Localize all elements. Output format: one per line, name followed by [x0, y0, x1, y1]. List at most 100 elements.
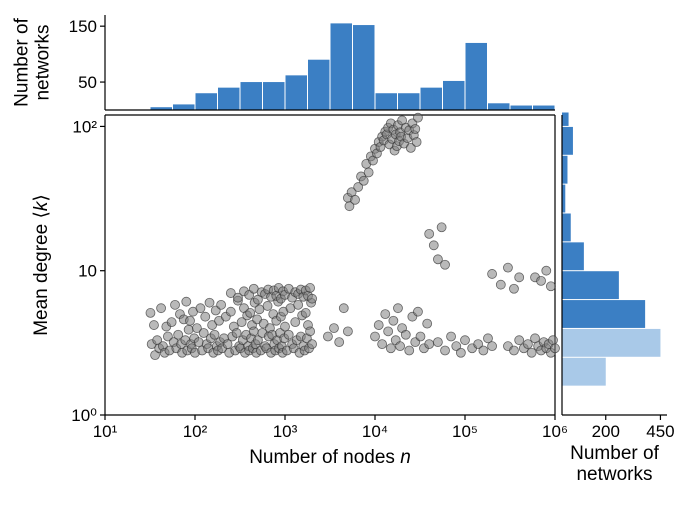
- right-hist-bar: [562, 112, 569, 125]
- scatter-point: [149, 321, 158, 330]
- scatter-point: [437, 223, 446, 232]
- scatter-point: [423, 319, 432, 328]
- scatter-point: [396, 342, 405, 351]
- top-hist-bar: [511, 106, 533, 110]
- scatter-point: [246, 308, 255, 317]
- scatter-point: [201, 312, 210, 321]
- top-hist-ylabel: Number ofnetworks: [12, 17, 54, 106]
- right-hist-bar: [562, 213, 571, 241]
- scatter-point: [339, 304, 348, 313]
- scatter-point: [359, 176, 368, 185]
- scatter-point: [291, 318, 300, 327]
- scatter-point: [433, 338, 442, 347]
- top-hist-bar: [196, 93, 218, 110]
- scatter-point: [301, 308, 310, 317]
- scatter-point: [416, 332, 425, 341]
- top-hist-bar: [533, 106, 555, 110]
- scatter-point: [405, 346, 414, 355]
- scatter-point: [509, 346, 518, 355]
- scatter-plot: 10¹10²10³10⁴10⁵10⁶10⁰1010²Number of node…: [31, 113, 568, 468]
- scatter-point: [306, 283, 315, 292]
- scatter-point: [343, 327, 352, 336]
- scatter-point: [386, 344, 395, 353]
- scatter-point: [232, 329, 241, 338]
- right-hist-bar: [562, 242, 584, 270]
- top-hist-bar: [443, 81, 465, 110]
- scatter-point: [542, 266, 551, 275]
- right-hist-bar: [562, 271, 619, 299]
- scatter-point: [546, 282, 555, 291]
- top-hist-bar: [286, 75, 308, 110]
- right-hist-bar: [562, 300, 645, 328]
- scatter-point: [509, 284, 518, 293]
- scatter-point: [429, 241, 438, 250]
- right-hist-xtick: 200: [592, 422, 620, 441]
- scatter-point: [351, 195, 360, 204]
- scatter-point: [194, 338, 203, 347]
- scatter-point: [374, 321, 383, 330]
- scatter-point: [249, 327, 258, 336]
- right-hist-bar: [562, 127, 573, 155]
- scatter-point: [411, 124, 420, 133]
- scatter-ytick: 10: [78, 262, 97, 281]
- top-hist-bar: [218, 88, 240, 110]
- scatter-point: [226, 307, 235, 316]
- scatter-point: [551, 344, 560, 353]
- scatter-point: [488, 269, 497, 278]
- top-hist-bar: [241, 82, 263, 110]
- right-hist-bar: [562, 329, 660, 357]
- scatter-point: [186, 316, 195, 325]
- scatter-point: [488, 342, 497, 351]
- scatter-point: [364, 168, 373, 177]
- scatter-point: [384, 327, 393, 336]
- right-hist-xlabel: Number ofnetworks: [570, 443, 659, 485]
- scatter-point: [182, 297, 191, 306]
- scatter-point: [335, 338, 344, 347]
- scatter-point: [479, 346, 488, 355]
- scatter-point: [281, 322, 290, 331]
- scatter-point: [456, 348, 465, 357]
- scatter-point: [496, 280, 505, 289]
- scatter-ytick: 10⁰: [71, 406, 97, 425]
- figure-container: 50150Number ofnetworks10¹10²10³10⁴10⁵10⁶…: [0, 0, 685, 511]
- top-hist-bar: [488, 103, 510, 110]
- scatter-point: [308, 294, 317, 303]
- top-hist-bar: [353, 25, 375, 110]
- scatter-point: [441, 346, 450, 355]
- right-hist-xtick: 450: [646, 422, 674, 441]
- scatter-point: [255, 305, 264, 314]
- chart-svg: 50150Number ofnetworks10¹10²10³10⁴10⁵10⁶…: [0, 0, 685, 511]
- scatter-point: [425, 229, 434, 238]
- scatter-ytick: 10²: [72, 117, 97, 136]
- top-histogram: 50150Number ofnetworks: [12, 15, 556, 110]
- scatter-point: [537, 276, 546, 285]
- top-hist-bar: [308, 60, 330, 110]
- top-hist-bar: [173, 104, 195, 110]
- scatter-point: [413, 113, 422, 122]
- right-hist-bar: [562, 156, 567, 184]
- scatter-point: [371, 332, 380, 341]
- scatter-xtick: 10⁴: [362, 422, 388, 441]
- scatter-point: [441, 260, 450, 269]
- scatter-point: [308, 340, 317, 349]
- scatter-point: [329, 324, 338, 333]
- scatter-point: [171, 300, 180, 309]
- scatter-xlabel: Number of nodes n: [249, 447, 411, 468]
- scatter-ylabel: Mean degree ⟨k⟩: [31, 194, 52, 336]
- scatter-point: [294, 300, 303, 309]
- scatter-point: [284, 330, 293, 339]
- scatter-point: [447, 332, 456, 341]
- right-hist-bar: [562, 358, 606, 386]
- scatter-point: [184, 325, 193, 334]
- scatter-point: [515, 336, 524, 345]
- scatter-point: [548, 336, 557, 345]
- scatter-point: [381, 310, 390, 319]
- scatter-point: [196, 304, 205, 313]
- scatter-point: [157, 304, 166, 313]
- scatter-point: [393, 304, 402, 313]
- scatter-point: [425, 340, 434, 349]
- top-hist-bar: [466, 43, 488, 110]
- scatter-points: [146, 113, 560, 359]
- scatter-xtick: 10²: [183, 422, 208, 441]
- scatter-point: [461, 336, 470, 345]
